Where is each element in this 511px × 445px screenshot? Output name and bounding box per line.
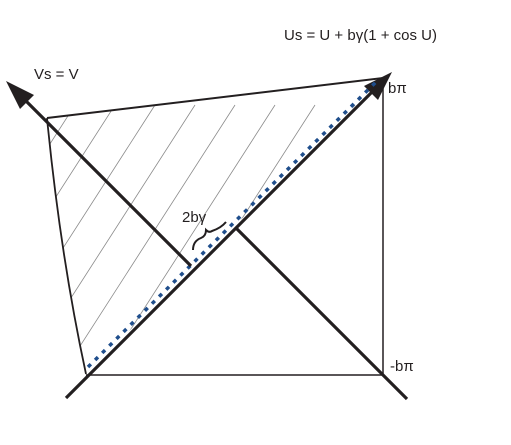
gap-brace xyxy=(192,221,227,251)
left-boundary-curve xyxy=(46,117,87,375)
us-axis-label: Us = U + bγ(1 + cos U) xyxy=(284,27,437,44)
vs-axis-arrowhead xyxy=(6,81,34,109)
us-axis xyxy=(64,72,392,400)
us-axis-arrowhead xyxy=(364,72,392,100)
gap-label: 2bγ xyxy=(182,209,207,226)
vs-axis xyxy=(6,81,193,268)
hatched-region xyxy=(47,104,383,374)
bottom-bound-label: -bπ xyxy=(390,358,414,375)
vs-axis-label: Vs = V xyxy=(34,66,79,83)
top-boundary-line xyxy=(46,77,384,119)
top-bound-label: bπ xyxy=(388,80,407,97)
dashed-curve xyxy=(86,78,380,369)
lower-right-diagonal xyxy=(234,226,409,401)
